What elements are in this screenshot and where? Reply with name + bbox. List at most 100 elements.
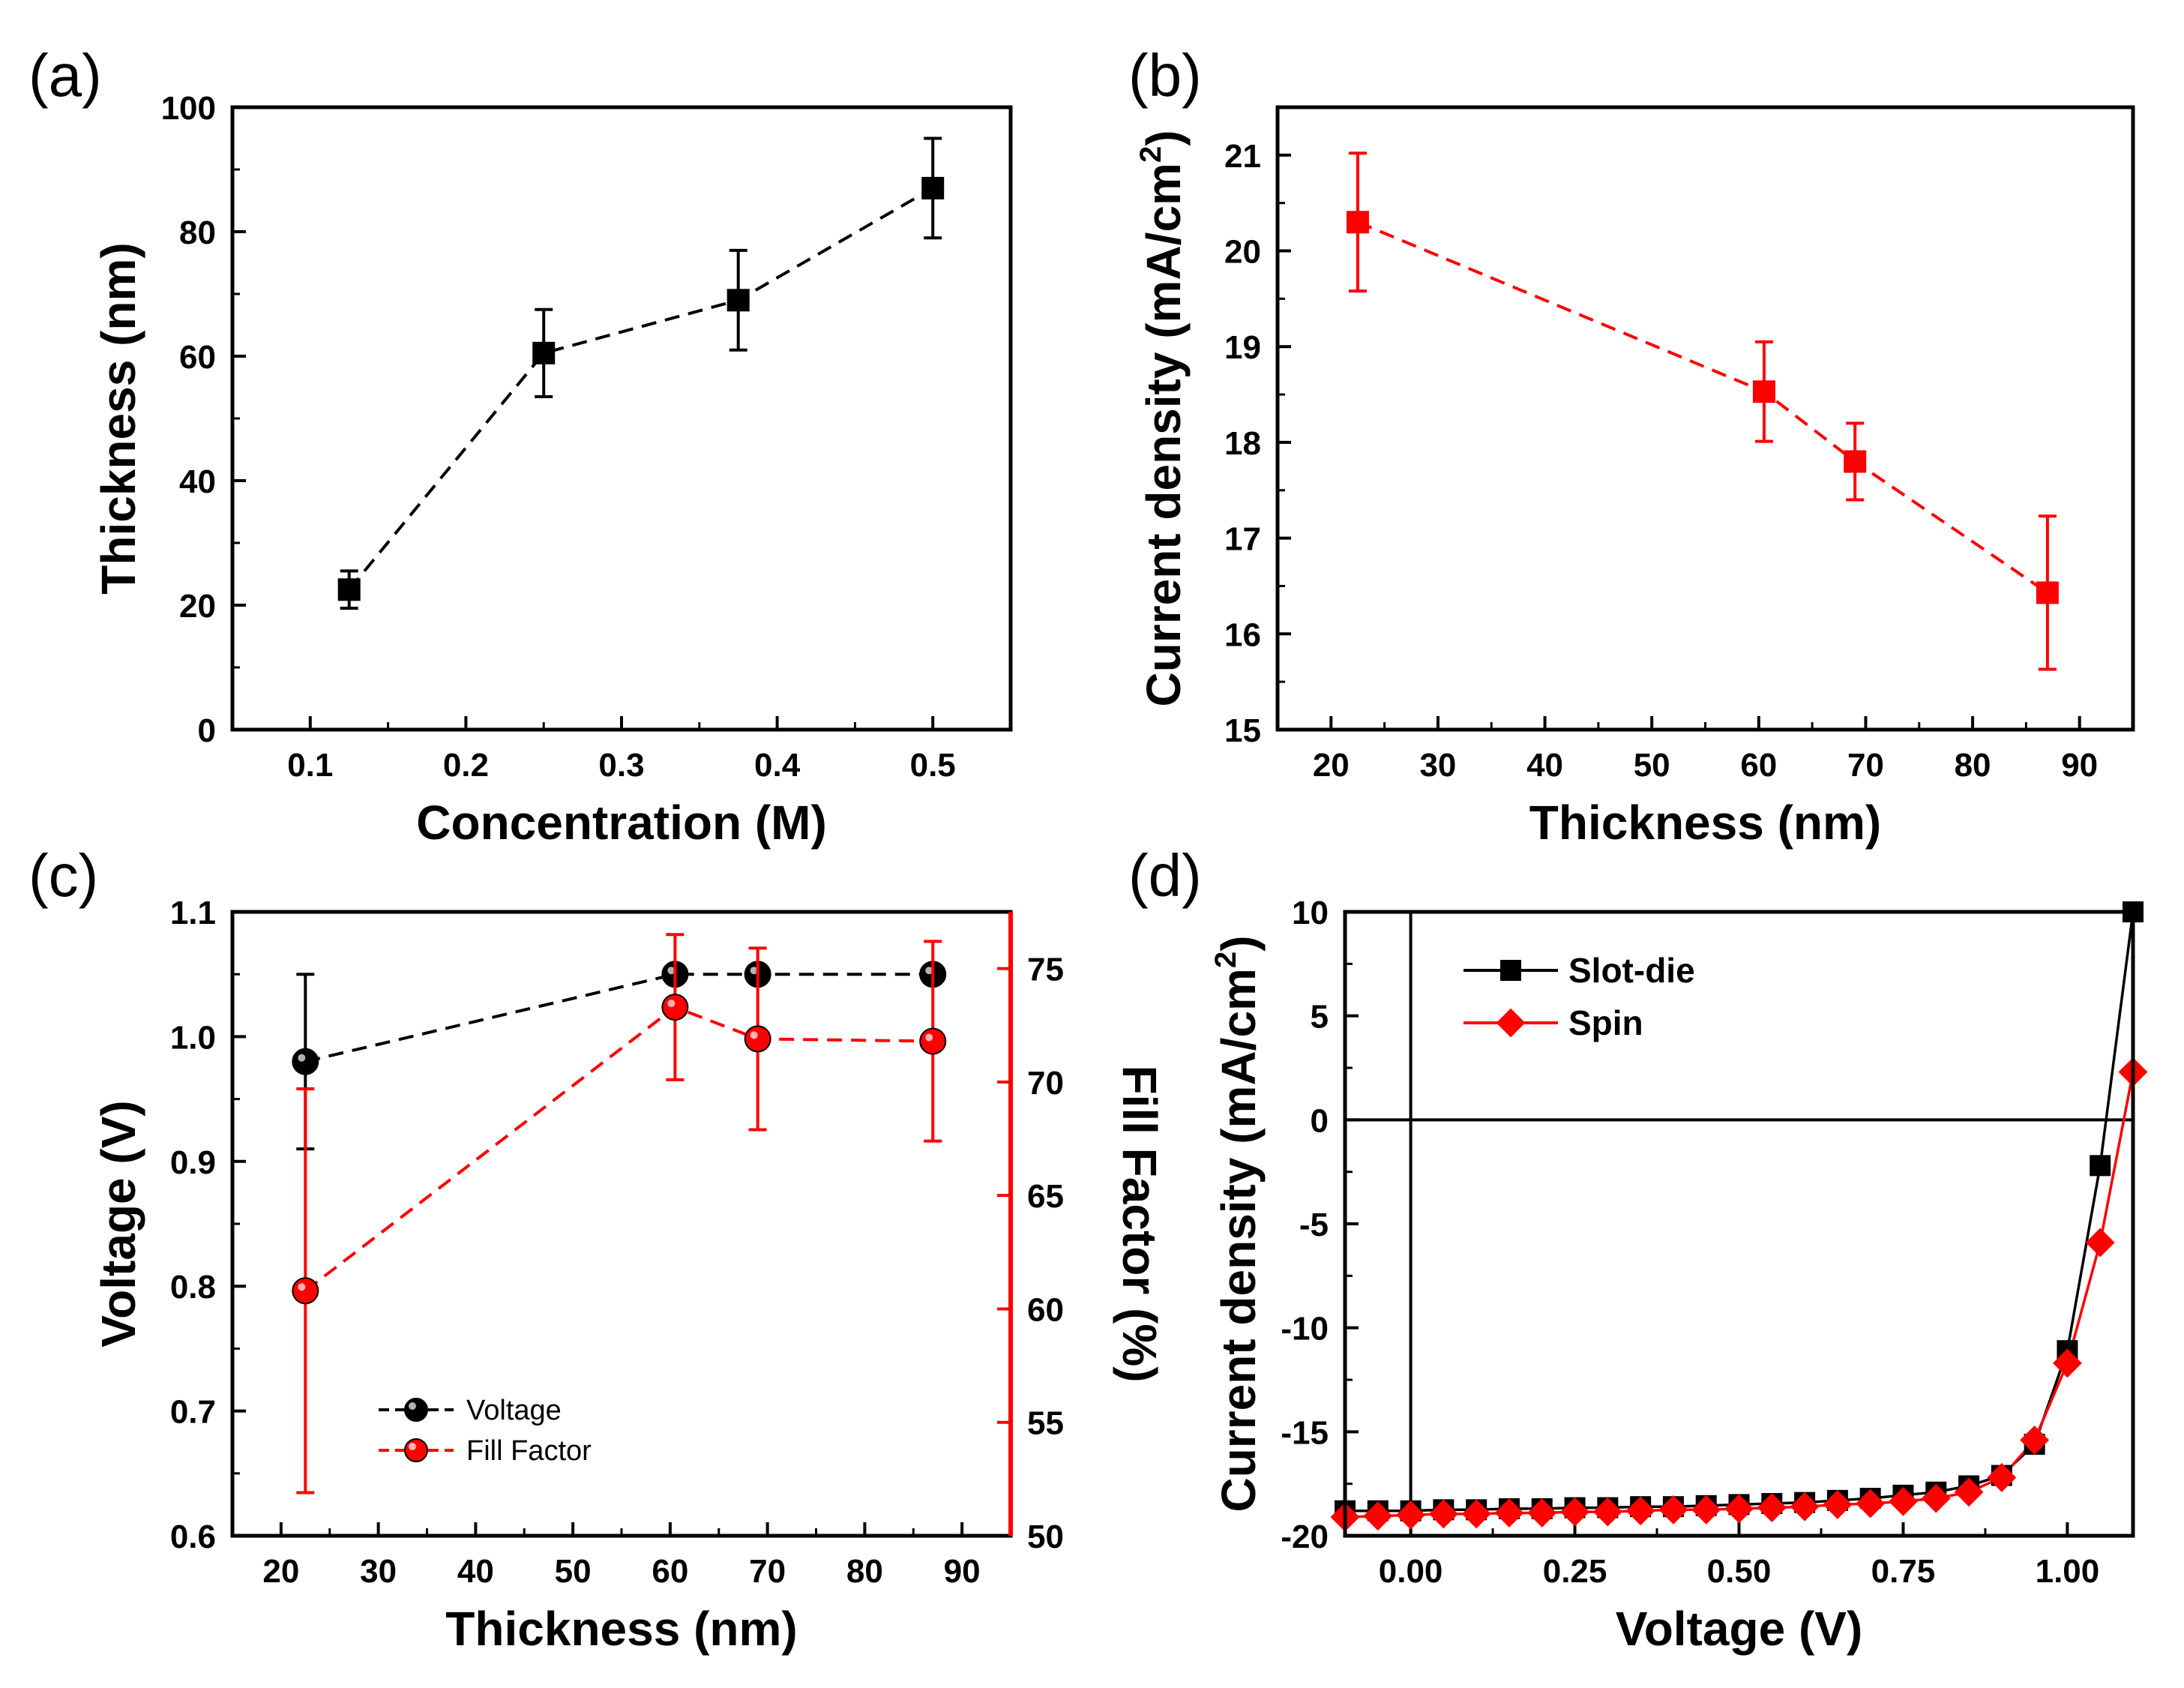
y-tick-label: 17 — [1224, 521, 1261, 558]
y-tick-label: 0.7 — [170, 1394, 216, 1431]
legend-label: Spin — [1568, 1003, 1643, 1042]
data-point-sphere — [292, 1277, 319, 1305]
data-point-diamond — [1954, 1477, 1984, 1507]
y-tick-label: 20 — [179, 588, 216, 625]
x-tick-label: 1.00 — [2036, 1553, 2100, 1590]
data-point-sphere-highlight — [925, 967, 933, 975]
data-point-sphere — [292, 1048, 319, 1075]
x-tick-label: 80 — [1955, 747, 1991, 784]
y-right-tick-label: 55 — [1027, 1405, 1064, 1442]
y-axis-title-superscript: 2 — [1134, 146, 1167, 163]
y-right-tick-label: 70 — [1027, 1065, 1064, 1102]
y-axis-title: Voltage (V) — [91, 1100, 145, 1348]
y-axis-title-text: Thickness (nm) — [91, 242, 145, 594]
data-point-square — [1346, 211, 1369, 234]
legend-label: Fill Factor — [466, 1435, 592, 1467]
x-tick-label: 20 — [1313, 747, 1350, 784]
x-tick-label: 20 — [262, 1553, 299, 1590]
data-point-diamond — [1790, 1492, 1820, 1522]
y-tick-label: 20 — [1224, 234, 1261, 271]
data-point-diamond — [1658, 1495, 1688, 1525]
data-point-diamond — [1691, 1495, 1721, 1525]
y-axis-title: Thickness (nm) — [91, 242, 145, 594]
y-tick-label: 40 — [179, 463, 216, 500]
x-tick-label: 90 — [2061, 747, 2098, 784]
x-tick-label: 60 — [1740, 747, 1777, 784]
y-tick-label: 0 — [1311, 1102, 1329, 1139]
data-point-square — [2036, 581, 2059, 604]
data-point-sphere-highlight — [667, 1000, 676, 1008]
x-tick-label: 90 — [944, 1553, 981, 1590]
data-point-sphere — [744, 1025, 771, 1053]
y-axis-title-text: Current density (mA/cm — [1212, 968, 1266, 1512]
y-tick-label: 100 — [161, 90, 216, 127]
y-tick-label: 10 — [1292, 895, 1329, 931]
legend: Slot-die Spin — [1463, 951, 1695, 1042]
x-tick-label: 50 — [555, 1553, 592, 1590]
x-axis-title: Thickness (nm) — [445, 1602, 797, 1656]
x-tick-label: 40 — [1526, 747, 1563, 784]
data-point-sphere-highlight — [298, 1283, 306, 1291]
data-point-diamond — [2085, 1228, 2115, 1258]
x-tick-label: 0.1 — [287, 747, 333, 784]
x-tick-label: 0.5 — [910, 747, 956, 784]
data-point-sphere-highlight — [298, 1054, 306, 1062]
legend-swatch-sphere-highlight — [409, 1443, 416, 1450]
data-point-diamond — [2053, 1348, 2082, 1378]
y-axis-title-text: Voltage (V) — [91, 1100, 145, 1348]
y-tick-label: 19 — [1224, 329, 1261, 366]
x-tick-label: 80 — [846, 1553, 883, 1590]
data-layer — [1357, 220, 2049, 595]
data-point-sphere-highlight — [750, 967, 758, 975]
legend-label: Voltage — [466, 1395, 562, 1426]
x-tick-label: 30 — [360, 1553, 397, 1590]
data-point-diamond — [1987, 1462, 2017, 1492]
y-right-tick-label: 75 — [1027, 952, 1064, 988]
series-line-current-density — [1357, 220, 2049, 595]
x-tick-label: 70 — [749, 1553, 786, 1590]
y-tick-label: 0 — [198, 712, 216, 749]
x-tick-label: 0.50 — [1707, 1553, 1772, 1590]
x-axis-title: Voltage (V) — [1616, 1602, 1863, 1656]
x-tick-label: 40 — [457, 1553, 494, 1590]
y-axis-title: Current density (mA/cm2) — [1134, 130, 1191, 706]
data-layer — [348, 187, 934, 591]
data-point-sphere — [919, 1027, 947, 1055]
data-point-diamond — [1889, 1486, 1918, 1516]
data-point-diamond — [1757, 1493, 1787, 1522]
legend-swatch-diamond — [1496, 1008, 1526, 1038]
x-tick-label: 30 — [1419, 747, 1456, 784]
y-right-tick-label: 50 — [1027, 1519, 1064, 1555]
data-point-square — [2090, 1155, 2111, 1177]
x-axis-title: Concentration (M) — [416, 796, 827, 850]
data-point-diamond — [1921, 1483, 1951, 1513]
series-line-voltage — [304, 973, 933, 1063]
legend-label: Slot-die — [1568, 951, 1695, 990]
data-point-square — [337, 578, 361, 601]
x-tick-label: 50 — [1634, 747, 1670, 784]
data-point-square — [727, 289, 750, 312]
legend: Voltage Fill Factor — [379, 1395, 592, 1467]
legend-swatch-square — [1500, 960, 1521, 981]
data-point-diamond — [1560, 1497, 1589, 1527]
y-axis-title-text: Current density (mA/cm — [1137, 163, 1191, 706]
y-axis-title-superscript: 2 — [1209, 952, 1242, 968]
data-point-diamond — [1461, 1499, 1491, 1529]
data-point-diamond — [1823, 1489, 1853, 1519]
panel-label: (b) — [1128, 42, 1202, 109]
data-point-diamond — [1396, 1500, 1425, 1530]
y-tick-label: -15 — [1281, 1414, 1329, 1451]
y-tick-label: 18 — [1224, 425, 1261, 462]
y-axis-title: Current density (mA/cm2) — [1209, 935, 1266, 1512]
legend-swatch-sphere-highlight — [409, 1402, 416, 1410]
y-tick-label: 1.1 — [170, 895, 216, 931]
data-point-diamond — [1363, 1501, 1393, 1531]
data-point-diamond — [1527, 1498, 1557, 1528]
panel-label: (d) — [1128, 842, 1202, 909]
x-tick-label: 70 — [1847, 747, 1884, 784]
legend-swatch-sphere — [404, 1398, 428, 1422]
y-tick-label: 80 — [179, 214, 216, 251]
y-tick-label: -20 — [1281, 1519, 1329, 1555]
